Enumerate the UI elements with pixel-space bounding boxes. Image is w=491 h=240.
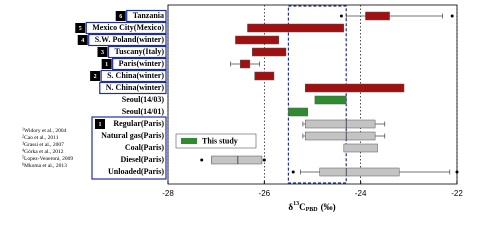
box <box>314 95 347 105</box>
label-frame <box>112 57 167 71</box>
label-frame <box>100 69 167 83</box>
x-tick-label: -28 <box>162 189 174 198</box>
row-label: Diesel(Paris) <box>120 155 164 164</box>
x-tick-label: -22 <box>451 189 463 198</box>
reference-number: 4 <box>22 147 24 152</box>
ref-badge <box>77 35 88 45</box>
reference-text: Górka et al., 2012 <box>24 149 64 155</box>
reference-number: 1 <box>22 126 24 131</box>
row-label: Paris(winter) <box>119 59 165 68</box>
ref-badge <box>115 11 126 21</box>
outlier <box>262 158 266 162</box>
ref-number: 5 <box>79 26 82 32</box>
legend-frame <box>175 133 257 149</box>
group-frame <box>91 116 167 180</box>
row-label: Tuscany(Italy) <box>115 47 165 56</box>
ref-badge <box>101 59 112 69</box>
reference-text: Grassi et al., 2007 <box>24 142 64 148</box>
ref-number: 4 <box>81 38 84 44</box>
box <box>288 107 308 117</box>
reference-text: Mkoma et al., 2013 <box>24 163 67 169</box>
row-label: S. China(winter) <box>107 71 164 80</box>
x-tick-label: -24 <box>355 189 367 198</box>
row-label: Natural gas(Paris) <box>101 131 164 140</box>
ref-badge <box>95 119 105 129</box>
label-frame <box>99 81 167 95</box>
row-label: Regular(Paris) <box>113 119 164 128</box>
box <box>305 119 376 129</box>
reference: 3Grassi et al., 2007 <box>22 140 64 148</box>
reference: 5Lopez-Veneroni, 2009 <box>22 154 73 162</box>
reference: 6Mkoma et al., 2013 <box>22 161 67 169</box>
row-label: S.W. Poland(winter) <box>95 35 165 44</box>
outlier <box>339 14 343 18</box>
reference-number: 3 <box>22 140 24 145</box>
x-axis-label: δ13CPBD (‰) <box>288 201 335 213</box>
outlier <box>291 170 295 174</box>
label-frame <box>88 33 167 47</box>
legend: This study <box>175 133 257 149</box>
x-axis-label-part: PBD <box>306 207 319 213</box>
reference-number: 2 <box>22 133 24 138</box>
highlight-region <box>287 5 347 184</box>
ref-number: 1 <box>99 122 102 128</box>
box <box>252 47 287 57</box>
label-frame <box>126 9 167 23</box>
ref-badge <box>90 71 101 81</box>
box <box>235 35 280 45</box>
reference: 4Górka et al., 2012 <box>22 147 64 155</box>
ref-number: 3 <box>101 50 104 56</box>
x-axis-label-part: 13 <box>293 201 299 207</box>
box <box>305 131 376 141</box>
reference: 2Cao et al., 2011 <box>22 133 59 141</box>
x-tick-label: -26 <box>259 189 271 198</box>
x-axis-label-part: (‰) <box>321 202 336 212</box>
outlier <box>200 158 204 162</box>
box <box>305 83 405 93</box>
reference-number: 6 <box>22 161 24 166</box>
x-axis-label-part: C <box>299 202 306 212</box>
legend-label: This study <box>202 136 238 145</box>
label-frame <box>85 21 167 35</box>
row-label: Mexico City(Mexico) <box>92 23 164 32</box>
reference: 1Widory et al., 2004 <box>22 126 67 134</box>
row-label: Seoul(14/03) <box>122 95 165 104</box>
row-label: Seoul(14/01) <box>122 107 165 116</box>
plot-frame <box>167 4 458 185</box>
reference-text: Lopez-Veneroni, 2009 <box>24 156 73 162</box>
row-label: N. China(winter) <box>106 83 165 92</box>
ref-number: 6 <box>119 14 122 20</box>
ref-badge <box>97 47 108 57</box>
legend-swatch <box>181 138 197 144</box>
reference-text: Widory et al., 2004 <box>24 128 67 134</box>
row-label: Unloaded(Paris) <box>108 167 164 176</box>
box <box>343 143 378 153</box>
row-label: Tanzania <box>133 11 164 20</box>
reference-number: 5 <box>22 154 24 159</box>
outlier <box>450 14 454 18</box>
ref-number: 2 <box>94 74 97 80</box>
reference-text: Cao et al., 2011 <box>24 135 59 141</box>
box <box>365 11 390 21</box>
chart: -28 -26 -24 -22 Tanzania 6 Mexico City(Mexico)… <box>22 4 463 213</box>
label-frame <box>107 45 167 59</box>
row-label: Coal(Paris) <box>125 143 164 152</box>
box <box>247 23 345 33</box>
box <box>254 71 275 81</box>
x-axis-label-part: δ <box>288 202 293 212</box>
box <box>211 155 263 165</box>
box <box>240 59 251 69</box>
ref-badge <box>75 23 86 33</box>
ref-number: 1 <box>105 62 108 68</box>
box <box>319 167 400 177</box>
